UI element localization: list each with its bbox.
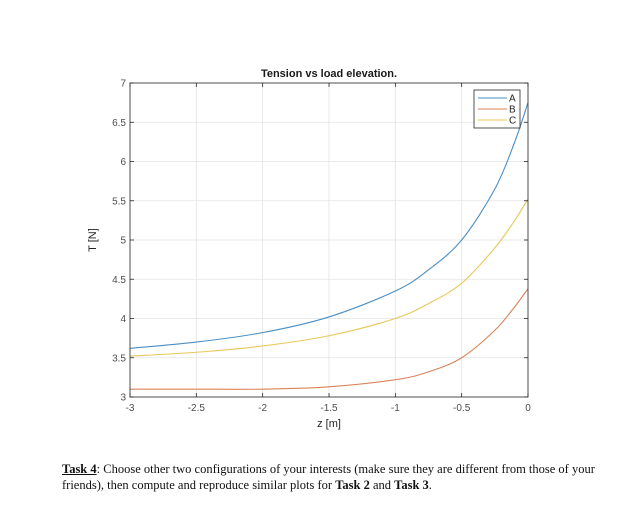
task-4-label: Task 4: [62, 462, 97, 476]
series-line-C: [129, 198, 529, 357]
chart-title: Tension vs load elevation.: [261, 68, 397, 80]
caption-text-1: : Choose other two configurations of you…: [62, 462, 595, 492]
legend-label-A: A: [509, 94, 516, 105]
series-line-B: [130, 288, 529, 390]
y-axis-label: T [N]: [87, 228, 99, 252]
x-tick-label: -2: [258, 403, 267, 414]
axis-ticks: -3 -2.5 -2 -1.5 -1 -0.5 0 3 3.5 4 4.5 5 5.5 6 6.5 7: [112, 79, 531, 415]
x-axis-label: z [m]: [317, 418, 341, 430]
y-tick-label: 6: [120, 157, 126, 168]
task-caption: Task 4: Choose other two configurations …: [62, 461, 602, 493]
y-tick-label: 7: [120, 79, 126, 90]
legend-label-B: B: [509, 105, 516, 116]
task-3-ref: Task 3: [394, 478, 429, 492]
tension-chart: -3 -2.5 -2 -1.5 -1 -0.5 0 3 3.5 4 4.5 5 5.5 6 6.5 7 Ten…: [87, 68, 531, 430]
caption-text-2: and: [369, 478, 395, 492]
y-tick-label: 5.5: [112, 196, 126, 207]
y-tick-label: 4.5: [112, 275, 126, 286]
x-tick-label: -1.5: [320, 403, 338, 414]
data-series: [129, 102, 529, 390]
grid-lines: [129, 82, 529, 398]
legend-label-C: C: [509, 116, 516, 127]
x-tick-label: 0: [525, 403, 531, 414]
y-tick-label: 3.5: [112, 353, 126, 364]
x-tick-label: -3: [126, 403, 135, 414]
series-line-A: [129, 102, 529, 349]
caption-text-3: .: [428, 478, 432, 492]
legend: ABC: [473, 89, 521, 129]
x-tick-label: -1: [391, 403, 400, 414]
x-tick-label: -0.5: [453, 403, 471, 414]
task-2-ref: Task 2: [335, 478, 370, 492]
y-tick-label: 5: [120, 236, 126, 247]
y-tick-label: 6.5: [112, 118, 126, 129]
y-tick-label: 4: [120, 314, 126, 325]
y-tick-label: 3: [120, 393, 126, 404]
x-tick-label: -2.5: [188, 403, 206, 414]
